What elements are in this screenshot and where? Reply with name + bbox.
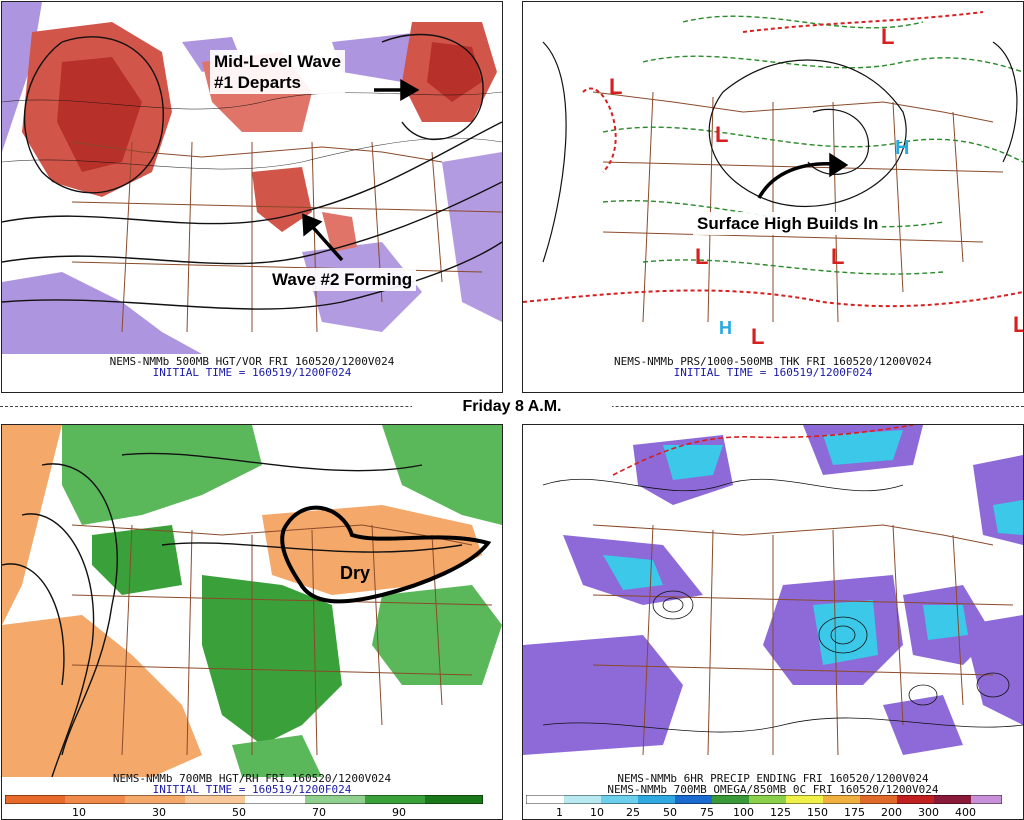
rh-tick-50: 50: [232, 806, 246, 819]
precip-tick: 125: [770, 806, 791, 819]
precip-tick: 100: [733, 806, 754, 819]
precip-tick: 50: [663, 806, 677, 819]
initial-time-caption: INITIAL TIME = 160519/1200F024: [152, 783, 352, 796]
dry-callout: Dry: [340, 563, 371, 583]
map-700mb-rh: [2, 425, 502, 777]
precip-tick: 300: [918, 806, 939, 819]
precip-tick: 1: [556, 806, 563, 819]
precip-tick: 400: [955, 806, 976, 819]
panel-700mb-rh: Dry NEMS-NMMb 700MB HGT/RH FRI 160520/12…: [1, 424, 503, 820]
panel-precip-omega: NEMS-NMMb 6HR PRECIP ENDING FRI 160520/1…: [522, 424, 1024, 820]
precip-tick: 25: [626, 806, 640, 819]
svg-text:H: H: [895, 137, 909, 159]
rh-tick-30: 30: [152, 806, 166, 819]
svg-text:L: L: [831, 244, 844, 269]
map-caption: NEMS-NMMb PRS/1000-500MB THK FRI 160520/…: [614, 355, 932, 368]
wave2-callout: Wave #2 Forming: [268, 268, 417, 291]
surface-high-callout: Surface High Builds In: [693, 212, 883, 235]
wave1-callout: Mid-Level Wave #1 Departs: [210, 50, 345, 94]
panel-surface-pressure-thickness: L L L L L L L H H Surface High Builds In…: [522, 1, 1024, 393]
svg-text:L: L: [881, 24, 894, 49]
map-precip-omega: [523, 425, 1023, 777]
map-caption-2: NEMS-NMMb 700MB OMEGA/850MB 0C FRI 16052…: [607, 783, 939, 796]
svg-text:L: L: [609, 74, 622, 99]
svg-text:L: L: [1013, 312, 1023, 337]
map-surface-pressure: L L L L L L L H H: [523, 2, 1023, 354]
initial-time-caption: INITIAL TIME = 160519/1200F024: [152, 366, 352, 379]
precip-tick: 150: [807, 806, 828, 819]
map-caption: NEMS-NMMb 6HR PRECIP ENDING FRI 160520/1…: [617, 772, 929, 785]
precip-colorbar: [526, 795, 1002, 804]
svg-text:H: H: [719, 318, 732, 338]
precip-tick: 75: [700, 806, 714, 819]
precip-tick: 175: [844, 806, 865, 819]
rh-colorbar: [5, 795, 483, 804]
panel-500mb-vorticity: Mid-Level Wave #1 Departs Wave #2 Formin…: [1, 1, 503, 393]
precip-tick: 10: [590, 806, 604, 819]
rh-tick-90: 90: [392, 806, 406, 819]
rh-tick-70: 70: [312, 806, 326, 819]
svg-text:L: L: [715, 122, 728, 147]
rh-tick-10: 10: [72, 806, 86, 819]
precip-tick: 200: [881, 806, 902, 819]
map-caption: NEMS-NMMb 500MB HGT/VOR FRI 160520/1200V…: [109, 355, 395, 368]
valid-time-label: Friday 8 A.M.: [412, 398, 612, 416]
svg-text:L: L: [695, 244, 708, 269]
initial-time-caption: INITIAL TIME = 160519/1200F024: [673, 366, 873, 379]
svg-text:L: L: [751, 324, 764, 349]
map-caption: NEMS-NMMb 700MB HGT/RH FRI 160520/1200V0…: [112, 772, 392, 785]
